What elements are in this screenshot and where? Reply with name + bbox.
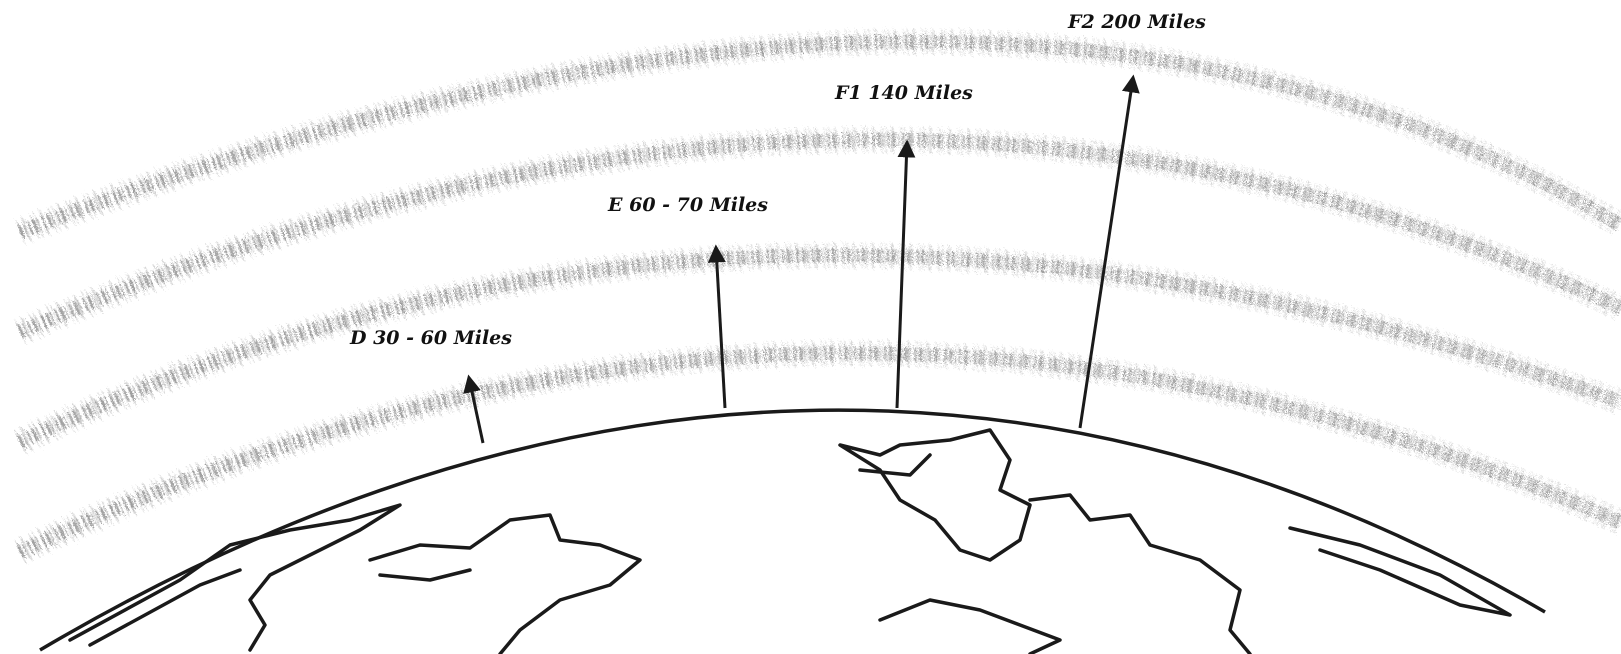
f1-arrow [895,139,916,409]
d-band-core [16,346,1621,559]
layer-bands [14,28,1621,564]
labels: D 30 - 60 Miles E 60 - 70 Miles F1 140 M… [349,11,1206,349]
layer-label: E 60 - 70 Miles [607,194,768,216]
d-band [14,340,1621,564]
layer-label: D 30 - 60 Miles [349,327,512,349]
e-arrow [707,244,727,409]
layer-label: F1 140 Miles [834,82,973,104]
continents [68,428,1512,654]
layer-label: F2 200 Miles [1067,11,1206,33]
f2-arrow [1078,74,1140,429]
earth-surface [39,408,1546,652]
f1-band-core [17,132,1621,339]
arrows [463,74,1140,444]
e-band [14,242,1621,454]
d-arrow [463,374,485,444]
f1-band [14,126,1621,344]
f2-band-core [17,34,1621,239]
